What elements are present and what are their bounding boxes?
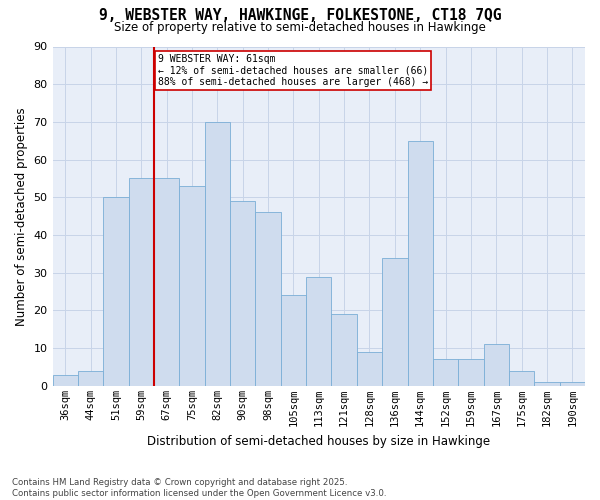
Text: 9 WEBSTER WAY: 61sqm
← 12% of semi-detached houses are smaller (66)
88% of semi-: 9 WEBSTER WAY: 61sqm ← 12% of semi-detac… [158,54,428,87]
Bar [230,201,256,386]
Bar [382,258,407,386]
Text: Size of property relative to semi-detached houses in Hawkinge: Size of property relative to semi-detach… [114,22,486,35]
Bar [256,212,281,386]
X-axis label: Distribution of semi-detached houses by size in Hawkinge: Distribution of semi-detached houses by … [147,434,490,448]
Bar [484,344,509,386]
Bar [179,186,205,386]
Bar [306,276,331,386]
Bar [281,296,306,386]
Bar [331,314,357,386]
Bar [357,352,382,386]
Bar [128,178,154,386]
Bar [205,122,230,386]
Bar [154,178,179,386]
Bar [560,382,585,386]
Bar [407,141,433,386]
Bar [458,360,484,386]
Bar [53,374,78,386]
Bar [433,360,458,386]
Text: Contains HM Land Registry data © Crown copyright and database right 2025.
Contai: Contains HM Land Registry data © Crown c… [12,478,386,498]
Bar [534,382,560,386]
Y-axis label: Number of semi-detached properties: Number of semi-detached properties [15,107,28,326]
Bar [78,371,103,386]
Bar [509,371,534,386]
Text: 9, WEBSTER WAY, HAWKINGE, FOLKESTONE, CT18 7QG: 9, WEBSTER WAY, HAWKINGE, FOLKESTONE, CT… [99,8,501,22]
Bar [103,198,128,386]
